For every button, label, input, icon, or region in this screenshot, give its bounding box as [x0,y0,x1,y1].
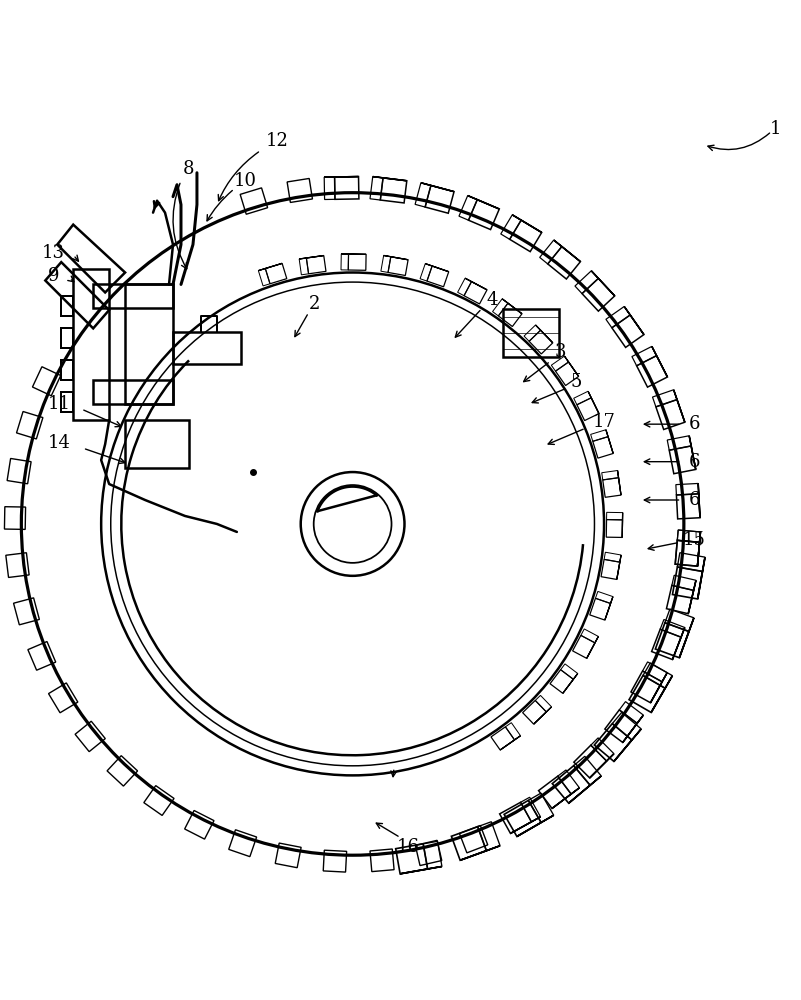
Text: 17: 17 [593,413,615,431]
Text: 11: 11 [47,395,70,413]
Text: 4: 4 [487,291,498,309]
Text: 12: 12 [265,132,288,150]
Text: 6: 6 [689,415,700,433]
Text: 13: 13 [42,244,65,262]
Text: 3: 3 [554,343,566,361]
Text: 15: 15 [682,531,706,549]
Text: 16: 16 [397,838,420,856]
Text: 14: 14 [47,434,70,452]
Text: 5: 5 [570,373,582,391]
Text: 1: 1 [770,120,782,138]
Text: 10: 10 [233,172,256,190]
Text: 9: 9 [47,267,59,285]
Text: 6: 6 [689,453,700,471]
Text: 6: 6 [689,491,700,509]
Text: 2: 2 [308,295,320,313]
Text: 8: 8 [183,160,195,178]
